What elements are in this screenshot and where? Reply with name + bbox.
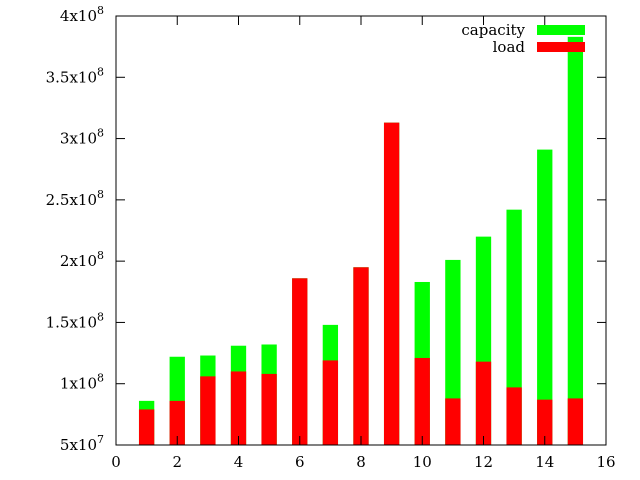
load-bar-8 (353, 267, 369, 445)
y-tick-label: 4x108 (60, 4, 104, 25)
y-tick-label: 3.5x108 (46, 65, 104, 86)
load-bar-6 (292, 278, 308, 445)
y-tick-label: 3x108 (60, 127, 104, 148)
x-tick-label: 10 (413, 453, 432, 471)
legend-label-capacity: capacity (461, 21, 525, 39)
y-tick-label: 1.5x108 (46, 310, 104, 331)
y-tick-label: 2.5x108 (46, 188, 104, 209)
capacity-bar-13 (506, 209, 522, 445)
load-bar-10 (414, 357, 430, 445)
load-bar-13 (506, 387, 522, 445)
load-bar-3 (200, 376, 216, 445)
capacity-bar-14 (537, 149, 553, 445)
x-tick-label: 16 (596, 453, 615, 471)
load-bar-1 (138, 409, 155, 445)
load-bar-5 (261, 373, 277, 445)
y-tick-label: 2x108 (60, 249, 104, 270)
ticks-group: 0 2 4 6 8 10 12 14 16 5x107 1x108 1.5x108 2x108 2.5x1… (46, 4, 616, 471)
load-bar-15 (567, 398, 584, 445)
y-tick-label: 1x108 (60, 372, 104, 393)
x-tick-label: 8 (356, 453, 366, 471)
load-bar-4 (230, 371, 247, 445)
load-bar-12 (475, 361, 492, 445)
load-bar-14 (537, 399, 553, 445)
bars-group (138, 36, 584, 446)
x-tick-label: 0 (111, 453, 121, 471)
capacity-bar-15 (567, 36, 584, 446)
load-bar-2 (169, 400, 185, 445)
x-tick-label: 14 (535, 453, 554, 471)
x-tick-label: 6 (295, 453, 305, 471)
load-bar-7 (322, 360, 339, 445)
load-bar-11 (445, 398, 461, 445)
x-tick-label: 12 (474, 453, 493, 471)
legend-label-load: load (493, 38, 526, 56)
x-tick-label: 4 (234, 453, 244, 471)
y-tick-label: 5x107 (60, 433, 104, 454)
legend-swatch-capacity (537, 25, 585, 35)
load-bar-9 (383, 122, 400, 445)
legend-swatch-load (537, 42, 585, 52)
x-tick-label: 2 (172, 453, 182, 471)
